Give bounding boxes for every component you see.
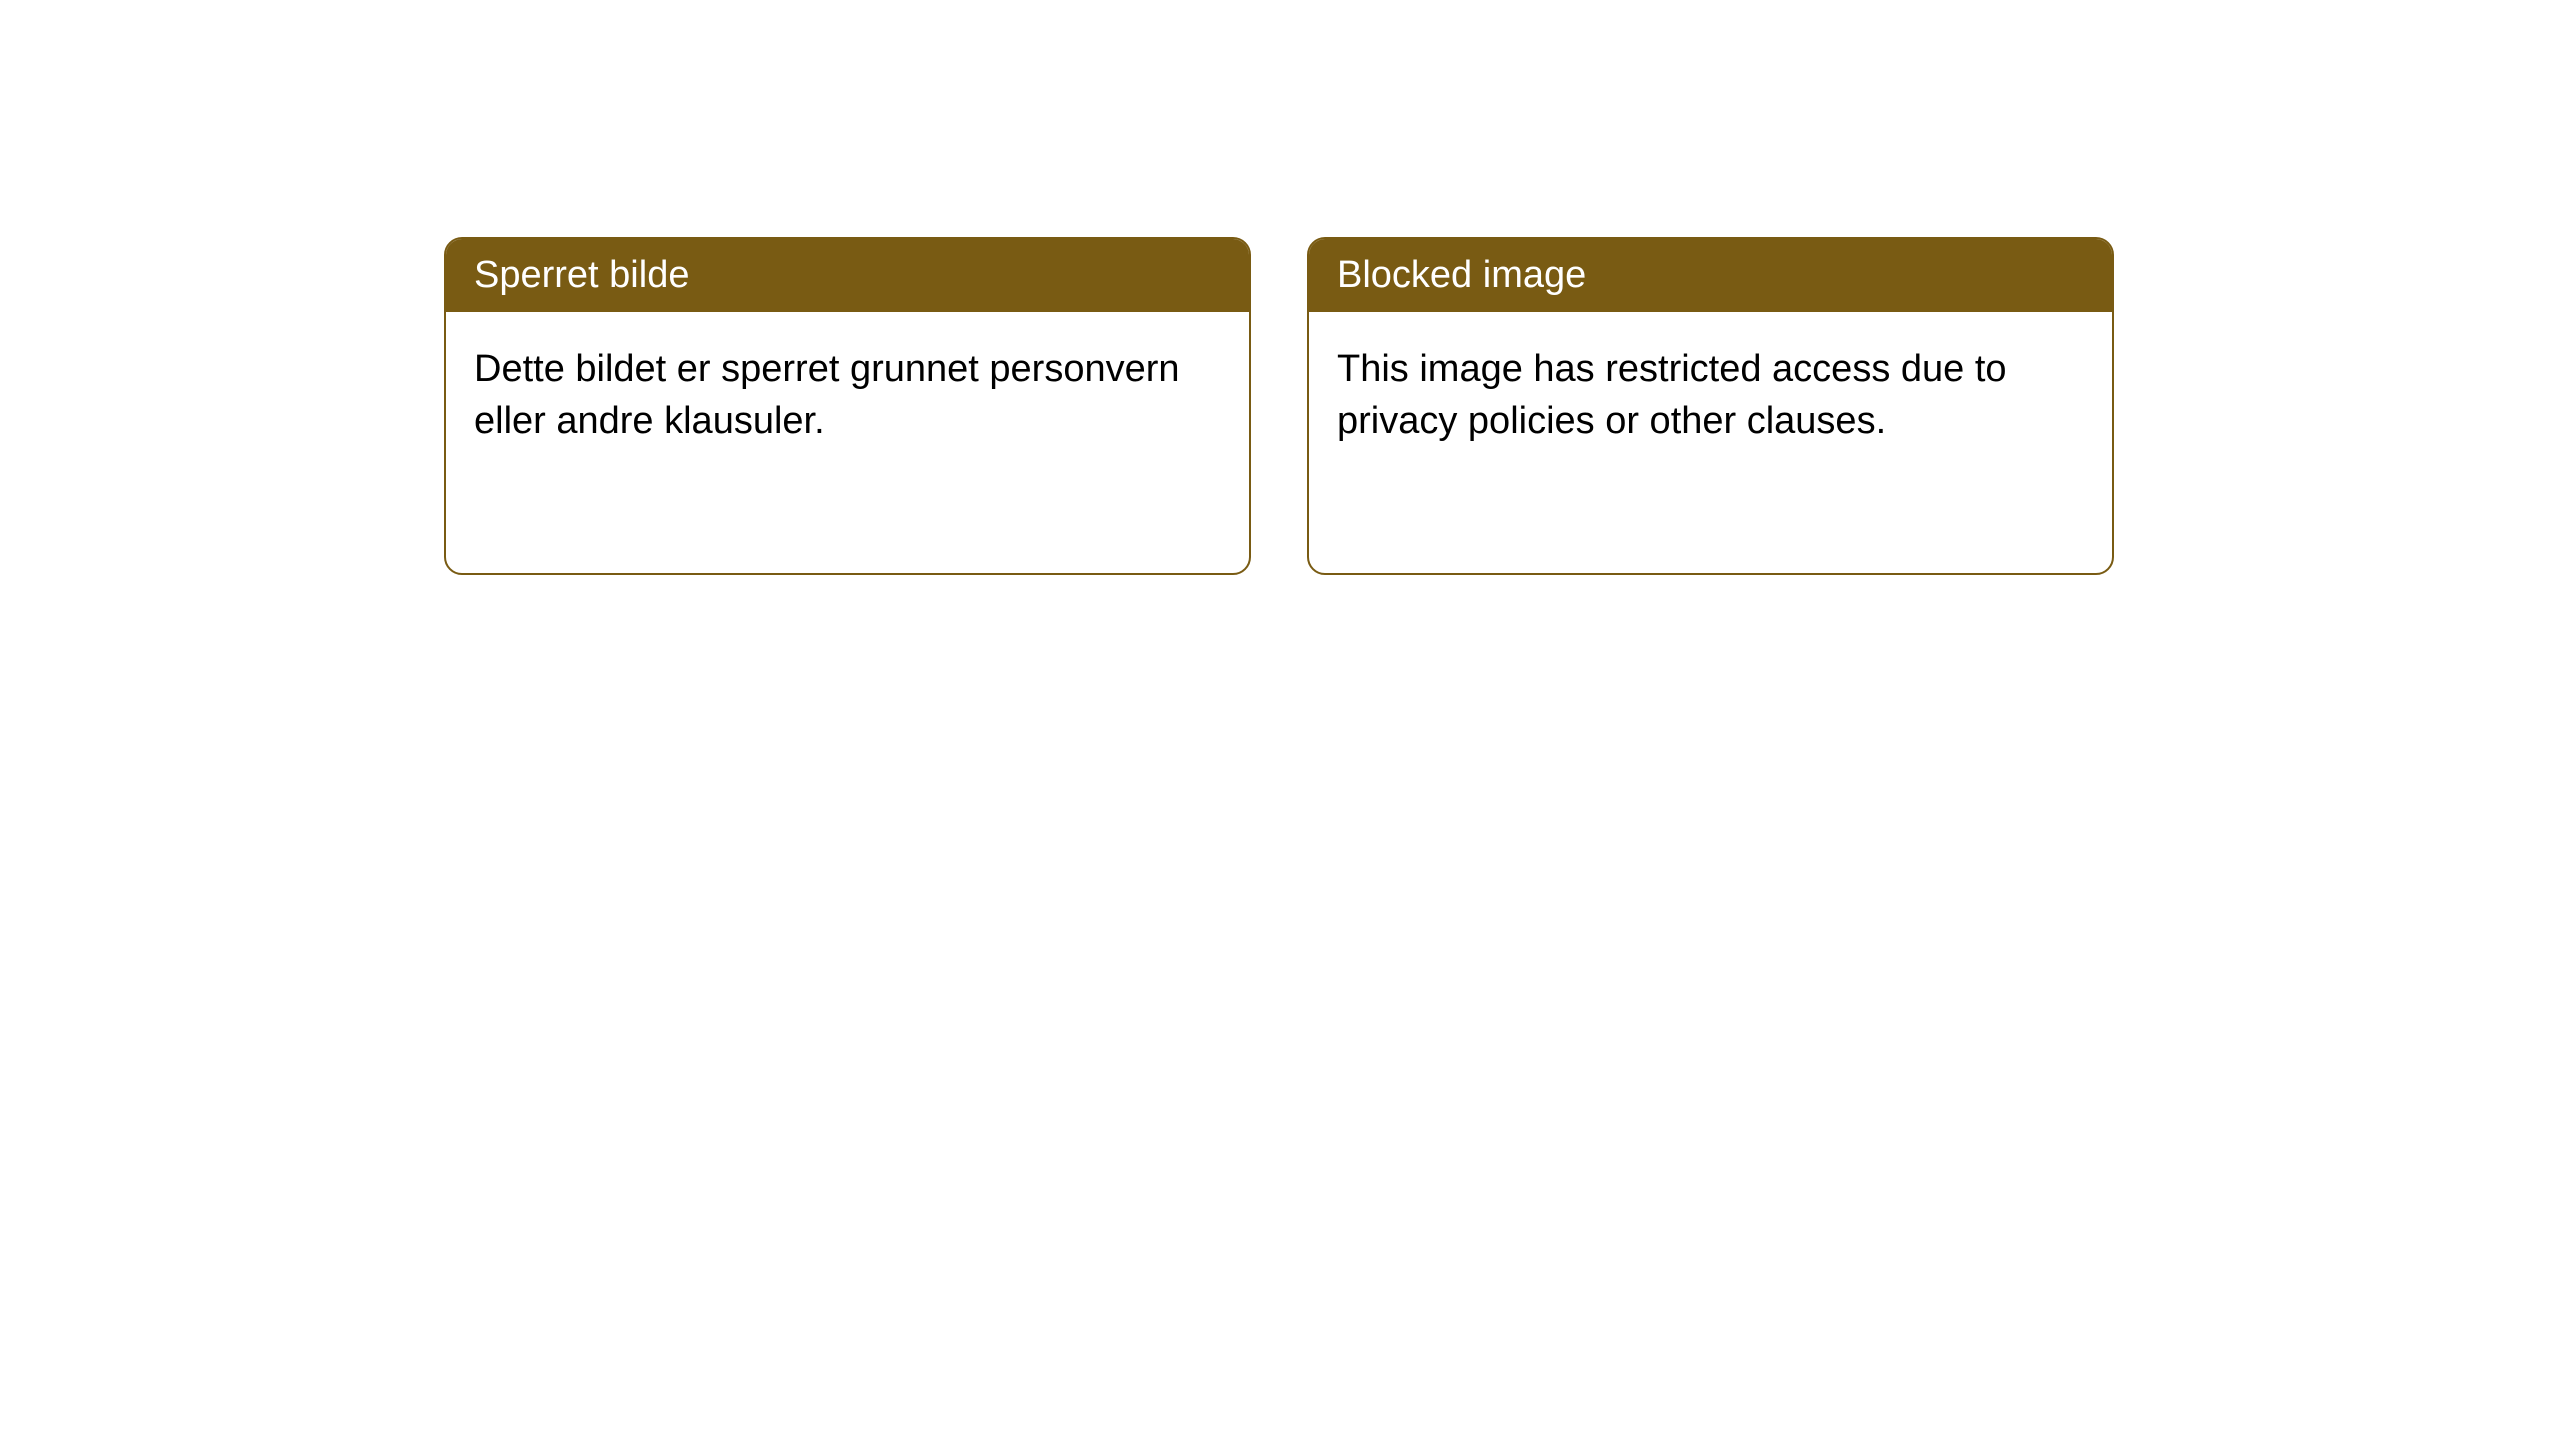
notice-body-english: This image has restricted access due to … (1309, 312, 2112, 479)
notice-header-english: Blocked image (1309, 239, 2112, 312)
notice-header-norwegian: Sperret bilde (446, 239, 1249, 312)
notice-container: Sperret bilde Dette bildet er sperret gr… (444, 237, 2114, 575)
notice-title: Blocked image (1337, 254, 1586, 296)
notice-title: Sperret bilde (474, 254, 689, 296)
notice-text: Dette bildet er sperret grunnet personve… (474, 348, 1180, 441)
notice-card-norwegian: Sperret bilde Dette bildet er sperret gr… (444, 237, 1251, 575)
notice-text: This image has restricted access due to … (1337, 348, 2007, 441)
notice-card-english: Blocked image This image has restricted … (1307, 237, 2114, 575)
notice-body-norwegian: Dette bildet er sperret grunnet personve… (446, 312, 1249, 479)
